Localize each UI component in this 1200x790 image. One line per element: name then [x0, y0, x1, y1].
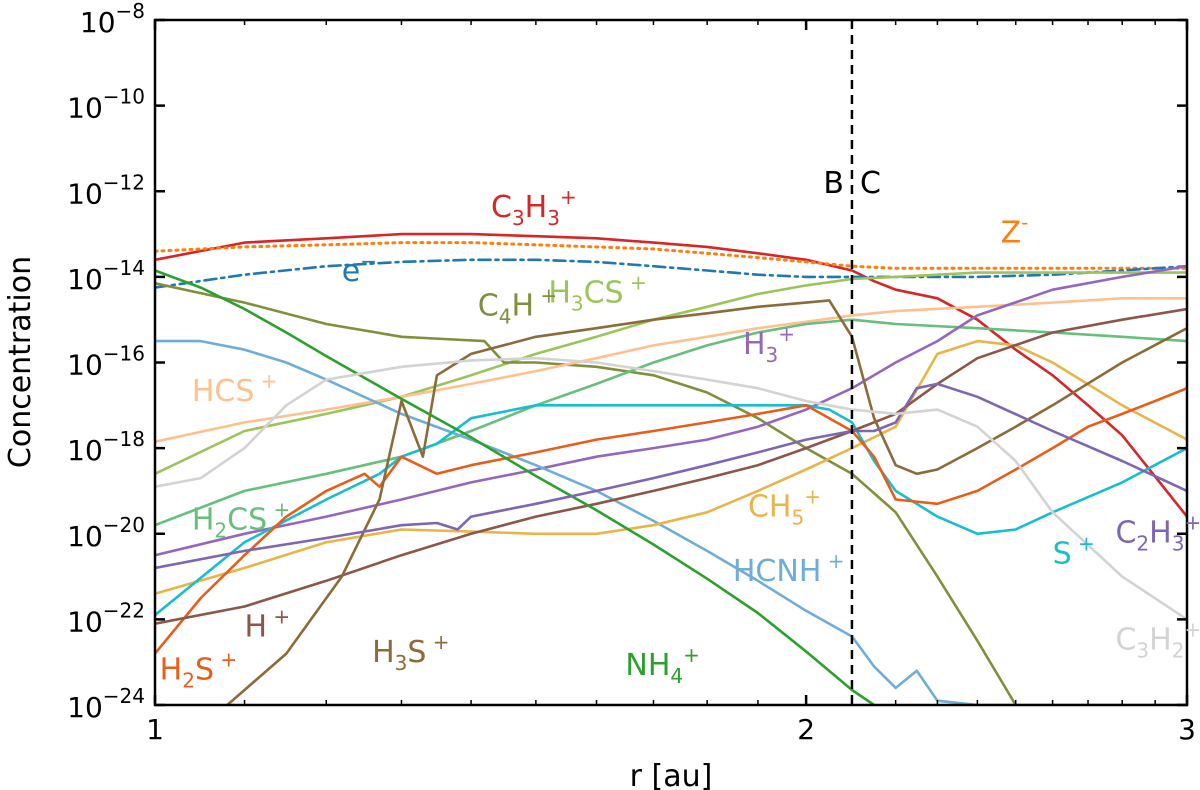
series-label-ch5-plus: CH5+ [748, 485, 821, 530]
series-line-h2s-plus [155, 386, 1187, 655]
labels-layer: C3H3+ Z-e− H3CS +C4H + HCS + H2CS + H3+ HCNH +… [160, 185, 1200, 692]
series-line-h-plus [155, 307, 1187, 625]
x-axis-label: r [au] [630, 759, 713, 790]
series-label-hcs-plus: HCS + [192, 369, 278, 409]
series-label-c4h-plus: C4H + [478, 283, 557, 328]
series-line-c3h3-plus [155, 232, 1187, 518]
series-line-c3h2-plus [155, 356, 1187, 621]
boundary-right-label: C [860, 166, 881, 201]
y-tick-label: 10−20 [67, 513, 145, 553]
series-line-c4h-plus [155, 282, 1187, 705]
series-label-h3cs-plus: H3CS + [548, 271, 646, 316]
y-tick-label: 10−10 [67, 85, 145, 125]
y-tick-label: 10−18 [67, 427, 145, 467]
series-label-hcnh-plus: HCNH + [733, 549, 845, 589]
series-layer [155, 232, 1187, 705]
series-label-h2s-plus: H2S + [160, 647, 237, 692]
series-line-hcnh-plus [155, 339, 1017, 705]
y-tick-label: 10−16 [67, 342, 145, 382]
series-line-h2cs-plus [155, 318, 1187, 527]
series-label-h3s-plus: H3S + [372, 630, 449, 675]
y-tick-label: 10−8 [80, 0, 145, 39]
series-line-e [155, 258, 1187, 289]
x-tick-label: 3 [1178, 713, 1196, 746]
series-label-z: Z- [1001, 211, 1029, 251]
y-tick-label: 10−22 [67, 598, 145, 638]
series-label-s-plus: S + [1053, 532, 1095, 572]
series-label-e: e− [342, 249, 377, 289]
y-tick-label: 10−14 [67, 256, 145, 296]
series-label-h3-plus: H3+ [743, 322, 795, 367]
series-label-nh4-plus: NH4+ [625, 643, 700, 688]
x-tick-label: 1 [146, 713, 164, 746]
y-tick-label: 10−24 [67, 684, 145, 724]
ticks-layer: 10−24 10−22 10−20 10−18 10−16 10−14 10−12 10−10… [67, 0, 1196, 746]
series-line-h3s-plus [226, 299, 1187, 705]
boundary-left-label: B [823, 166, 844, 201]
series-label-h-plus: H + [245, 605, 291, 645]
x-tick-label: 2 [797, 713, 815, 746]
series-line-c2h3-plus [155, 382, 1187, 570]
series-line-h3-plus [155, 264, 1187, 557]
y-axis-label: Concentration [3, 256, 38, 468]
series-label-c2h3-plus: C2H3+ [1115, 510, 1200, 555]
series-label-c3h2-plus: C3H2+ [1115, 617, 1200, 662]
series-label-h2cs-plus: H2CS + [192, 497, 290, 542]
y-tick-label: 10−12 [67, 170, 145, 210]
series-line-z [155, 241, 1187, 270]
series-line-s-plus [155, 404, 1187, 617]
series-line-nh4-plus [155, 269, 876, 705]
series-label-c3h3-plus: C3H3+ [491, 185, 577, 230]
